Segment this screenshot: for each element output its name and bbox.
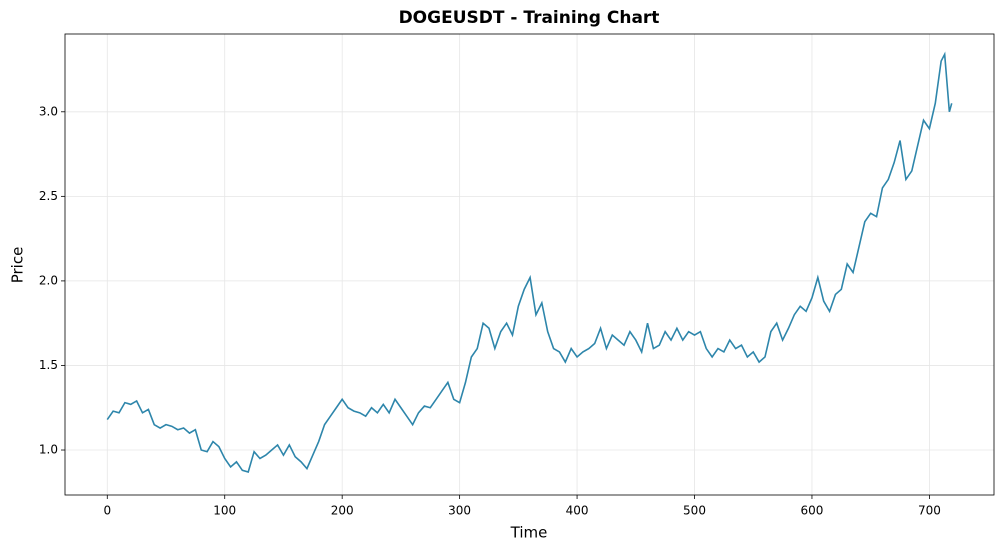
y-tick-label: 3.0 [39,104,58,118]
plot-frame [64,33,995,496]
price-line [106,51,953,473]
y-axis-title: Price [9,247,27,284]
x-tick-label: 0 [103,504,111,518]
x-tick-label: 700 [918,504,941,518]
chart-title: DOGEUSDT - Training Chart [399,8,660,28]
x-tick-label: 600 [801,504,824,518]
x-tick-label: 200 [331,504,354,518]
x-tick-label: 500 [683,504,706,518]
x-tick-label: 400 [566,504,589,518]
x-tick-label: 100 [213,504,236,518]
x-tick-label: 300 [448,504,471,518]
x-axis-title: Time [510,524,548,542]
y-tick-label: 2.5 [39,189,58,203]
y-tick-label: 1.0 [39,443,58,457]
y-tick-label: 2.0 [39,273,58,287]
y-tick-label: 1.5 [39,358,58,372]
